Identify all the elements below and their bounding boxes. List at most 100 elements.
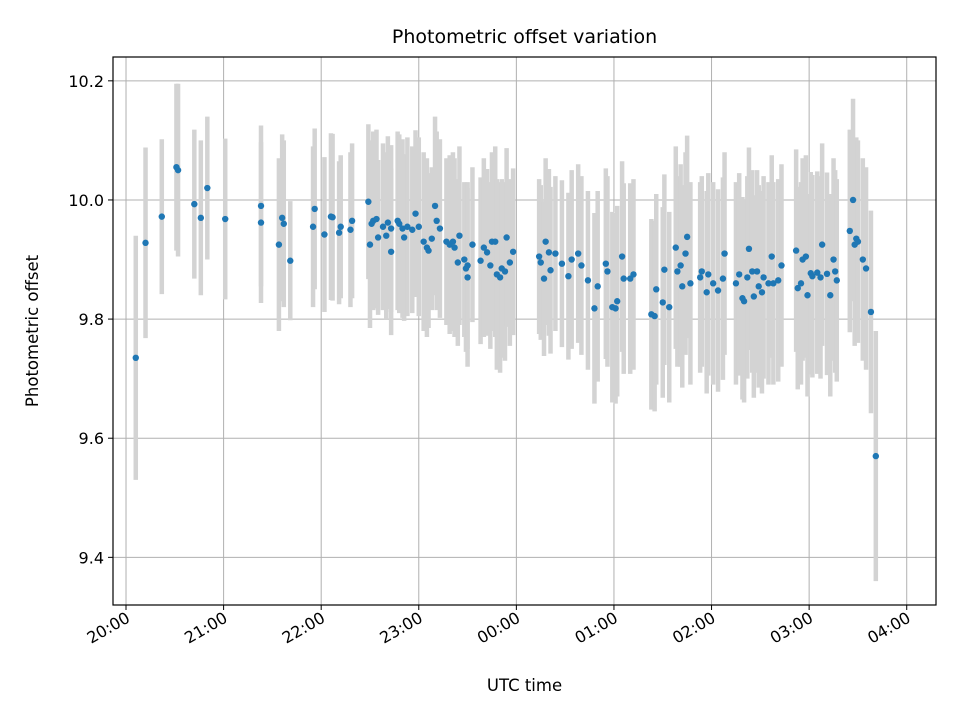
- y-tick-label: 10.0: [68, 191, 104, 210]
- data-point: [311, 205, 318, 213]
- data-point: [719, 275, 727, 282]
- data-point: [487, 262, 494, 269]
- data-point: [823, 270, 831, 278]
- data-point: [749, 268, 756, 275]
- x-tick-label: 02:00: [669, 608, 718, 648]
- data-point: [721, 250, 728, 257]
- data-point: [132, 354, 139, 362]
- data-point: [431, 202, 439, 210]
- data-point: [542, 238, 549, 245]
- data-point: [492, 238, 499, 245]
- x-tick-label: 20:00: [84, 608, 133, 648]
- data-point: [614, 298, 621, 305]
- data-point: [755, 283, 762, 290]
- data-point: [461, 256, 468, 263]
- data-point: [373, 215, 380, 223]
- point-layer: [132, 163, 880, 460]
- data-point: [859, 256, 867, 263]
- data-point: [436, 225, 444, 232]
- data-point: [578, 262, 585, 269]
- data-point: [809, 273, 816, 280]
- data-point: [449, 238, 457, 245]
- data-point: [683, 233, 691, 241]
- data-point: [687, 280, 694, 287]
- data-point: [278, 214, 286, 222]
- data-point: [552, 250, 559, 257]
- data-point: [740, 298, 748, 305]
- data-point: [348, 217, 356, 225]
- data-point: [412, 210, 419, 217]
- data-point: [770, 280, 777, 287]
- x-tick-label: 01:00: [572, 608, 621, 648]
- data-point: [862, 265, 870, 272]
- data-point: [366, 241, 374, 248]
- data-point: [830, 256, 837, 263]
- x-tick-label: 21:00: [181, 608, 230, 648]
- data-point: [347, 226, 354, 233]
- plot-frame: [112, 56, 937, 606]
- y-tick-label: 9.8: [79, 310, 104, 329]
- data-point: [735, 271, 743, 278]
- data-point: [464, 274, 471, 281]
- data-point: [653, 286, 660, 293]
- data-point: [833, 277, 840, 284]
- data-point: [591, 305, 598, 312]
- y-axis-label: Photometric offset: [23, 254, 42, 407]
- data-point: [469, 241, 476, 248]
- data-point: [483, 249, 491, 256]
- data-point: [480, 244, 488, 251]
- data-point: [872, 452, 880, 460]
- data-point: [846, 227, 853, 235]
- data-point: [257, 202, 265, 210]
- data-point: [714, 287, 722, 294]
- data-point: [705, 271, 712, 278]
- data-point: [745, 245, 753, 252]
- data-point: [496, 274, 504, 281]
- data-point: [451, 244, 458, 251]
- y-tick-label: 9.4: [79, 548, 104, 567]
- data-point: [456, 232, 463, 239]
- data-point: [174, 166, 182, 174]
- data-point: [399, 225, 406, 232]
- data-point: [204, 184, 211, 192]
- data-point: [594, 283, 601, 290]
- data-point: [804, 292, 811, 299]
- data-point: [854, 238, 862, 245]
- data-point: [379, 223, 387, 230]
- y-tick-label: 9.6: [79, 429, 104, 448]
- data-point: [802, 253, 810, 260]
- data-point: [396, 220, 403, 227]
- data-point: [768, 253, 775, 260]
- data-point: [651, 312, 658, 320]
- data-point: [503, 234, 510, 241]
- y-tick-label: 10.2: [68, 72, 104, 91]
- x-tick-label: 22:00: [279, 608, 328, 648]
- data-point: [477, 257, 484, 264]
- data-point: [758, 289, 766, 296]
- data-point: [280, 220, 287, 227]
- data-point: [335, 229, 343, 236]
- data-point: [831, 268, 839, 275]
- data-point: [630, 271, 637, 278]
- data-point: [604, 268, 611, 275]
- x-tick-label: 03:00: [767, 608, 816, 648]
- data-point: [620, 275, 627, 282]
- data-point: [797, 280, 805, 287]
- data-point: [682, 250, 689, 257]
- data-point: [158, 213, 165, 220]
- x-tick-label: 23:00: [376, 608, 425, 648]
- data-point: [792, 247, 800, 254]
- data-point: [287, 257, 294, 264]
- data-point: [540, 275, 548, 282]
- data-point: [867, 308, 875, 316]
- data-point: [817, 274, 824, 281]
- x-tick-label: 00:00: [474, 608, 523, 648]
- data-point: [197, 214, 205, 222]
- x-tick-label: 04:00: [864, 608, 913, 648]
- data-point: [765, 280, 772, 287]
- data-point: [415, 223, 422, 230]
- data-point: [584, 277, 592, 284]
- data-point: [454, 259, 462, 266]
- data-point: [568, 256, 575, 263]
- data-point: [384, 219, 392, 226]
